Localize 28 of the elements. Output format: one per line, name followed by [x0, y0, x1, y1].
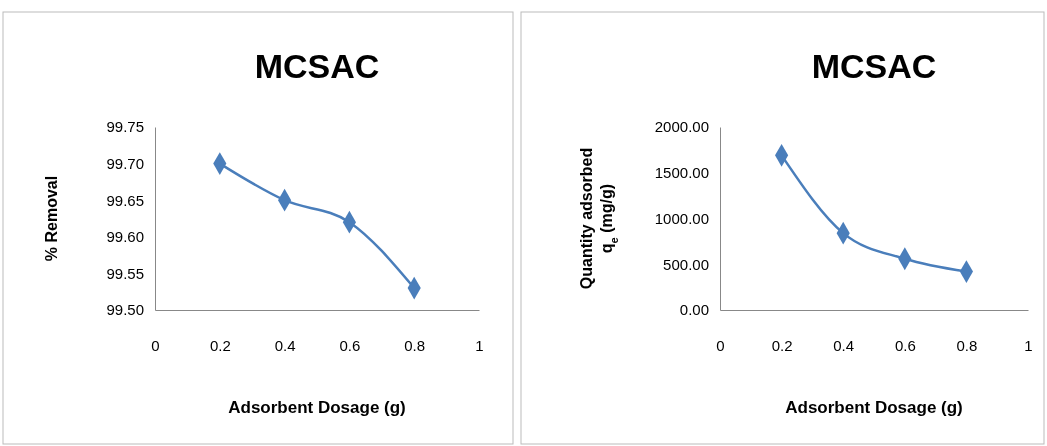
y-tick-label: 99.70: [106, 154, 144, 172]
x-tick-label: 0: [151, 336, 160, 354]
y-tick-label: 0.00: [679, 301, 709, 319]
x-tick-label: 0.8: [404, 336, 426, 354]
y-axis-title: % Removal: [43, 175, 60, 262]
x-tick-label: 0.8: [956, 336, 978, 354]
chart-title: MCSAC: [254, 47, 380, 85]
x-tick-label: 0.2: [771, 336, 793, 354]
x-tick-label: 1: [1024, 336, 1033, 354]
x-tick-label: 0.6: [894, 336, 916, 354]
x-tick-label: 0.4: [274, 336, 296, 354]
y-tick-label: 1500.00: [654, 164, 709, 182]
x-tick-label: 0.4: [833, 336, 855, 354]
x-tick-label: 0.6: [339, 336, 361, 354]
x-axis-title: Adsorbent Dosage (g): [785, 398, 963, 417]
x-axis-title: Adsorbent Dosage (g): [228, 398, 406, 417]
x-tick-label: 0.2: [209, 336, 231, 354]
y-tick-label: 1000.00: [654, 209, 709, 227]
y-tick-label: 2000.00: [654, 118, 709, 136]
y-tick-label: 500.00: [663, 255, 709, 273]
y-tick-label: 99.55: [106, 264, 144, 282]
y-tick-label: 99.50: [106, 301, 144, 319]
y-tick-label: 99.65: [106, 191, 144, 209]
y-tick-label: 99.60: [106, 228, 144, 246]
y-tick-label: 99.75: [106, 118, 144, 136]
x-tick-label: 0: [716, 336, 725, 354]
x-tick-label: 1: [475, 336, 484, 354]
chart-title: MCSAC: [811, 47, 937, 85]
